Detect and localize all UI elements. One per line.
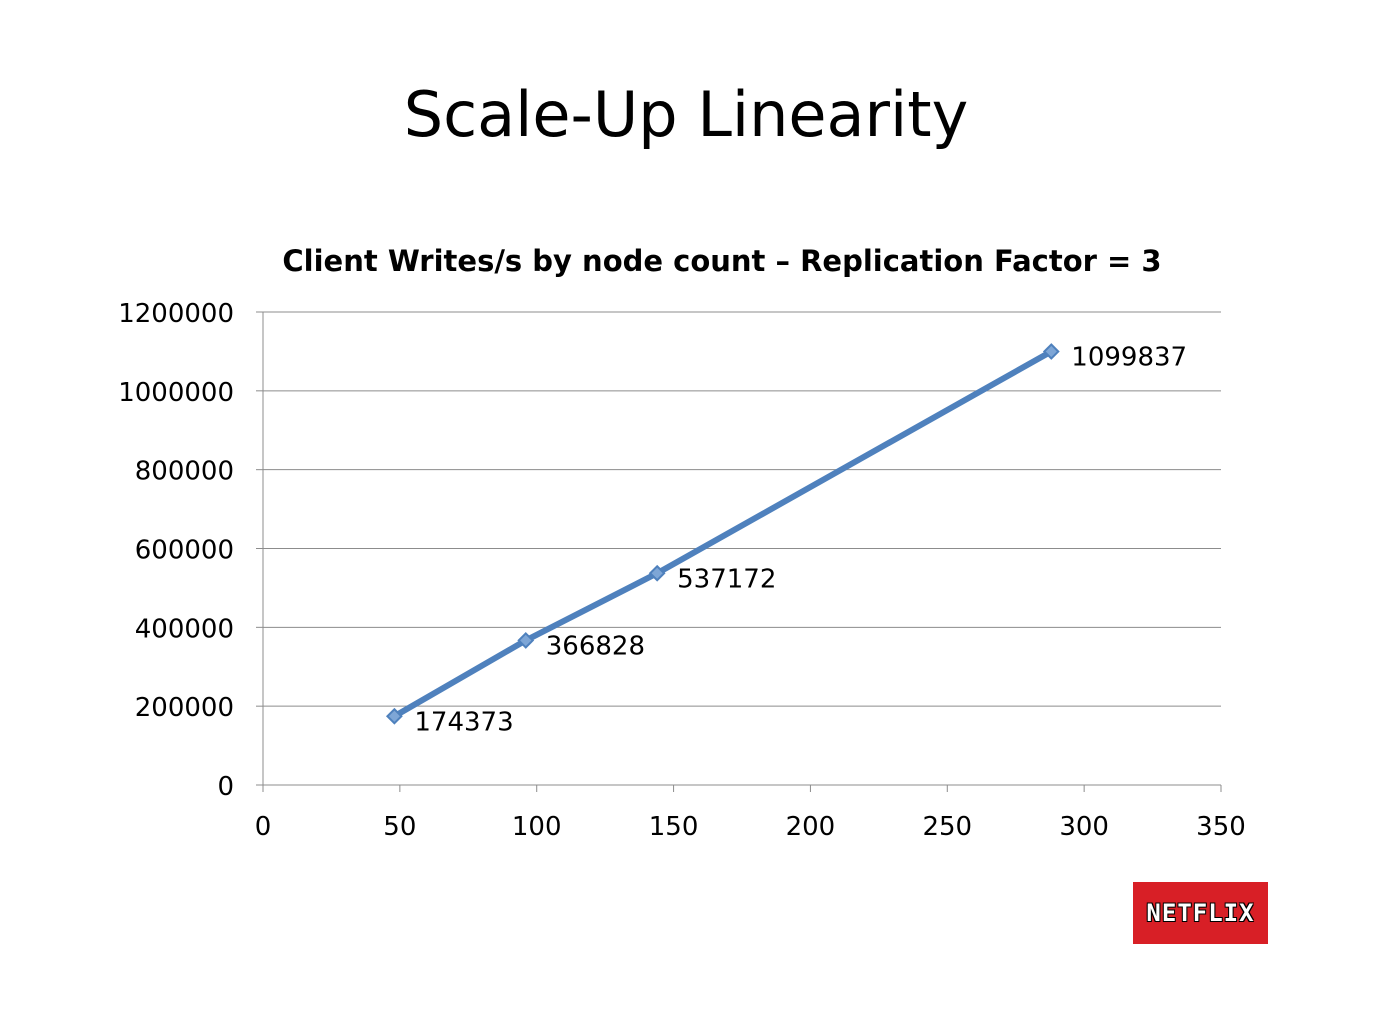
data-label: 174373 — [414, 707, 513, 737]
y-tick-label: 800000 — [135, 457, 234, 487]
x-tick-label: 50 — [383, 812, 416, 842]
x-tick-label: 200 — [786, 812, 836, 842]
x-tick-label: 150 — [649, 812, 699, 842]
data-point-marker — [385, 707, 403, 725]
x-tick-label: 350 — [1196, 812, 1246, 842]
chart-title: Client Writes/s by node count – Replicat… — [282, 244, 1162, 278]
y-tick-label: 1000000 — [118, 378, 234, 408]
netflix-logo: NETFLIX — [1133, 882, 1268, 944]
x-tick-label: 300 — [1059, 812, 1109, 842]
y-tick-label: 400000 — [135, 614, 234, 644]
data-label: 1099837 — [1071, 342, 1187, 372]
slide-title: Scale-Up Linearity — [403, 78, 969, 151]
data-label: 537172 — [677, 564, 776, 594]
logo-text: NETFLIX — [1146, 899, 1255, 927]
data-point-marker — [517, 631, 535, 649]
y-tick-label: 200000 — [135, 693, 234, 723]
x-tick-label: 100 — [512, 812, 562, 842]
data-point-marker — [648, 564, 666, 582]
data-label: 366828 — [546, 631, 645, 661]
y-tick-label: 1200000 — [118, 299, 234, 329]
x-tick-label: 250 — [922, 812, 972, 842]
x-tick-label: 0 — [255, 812, 272, 842]
series-line — [391, 348, 1055, 720]
y-tick-label: 0 — [217, 772, 234, 802]
data-point-marker — [1042, 343, 1060, 360]
y-tick-label: 600000 — [135, 536, 234, 566]
